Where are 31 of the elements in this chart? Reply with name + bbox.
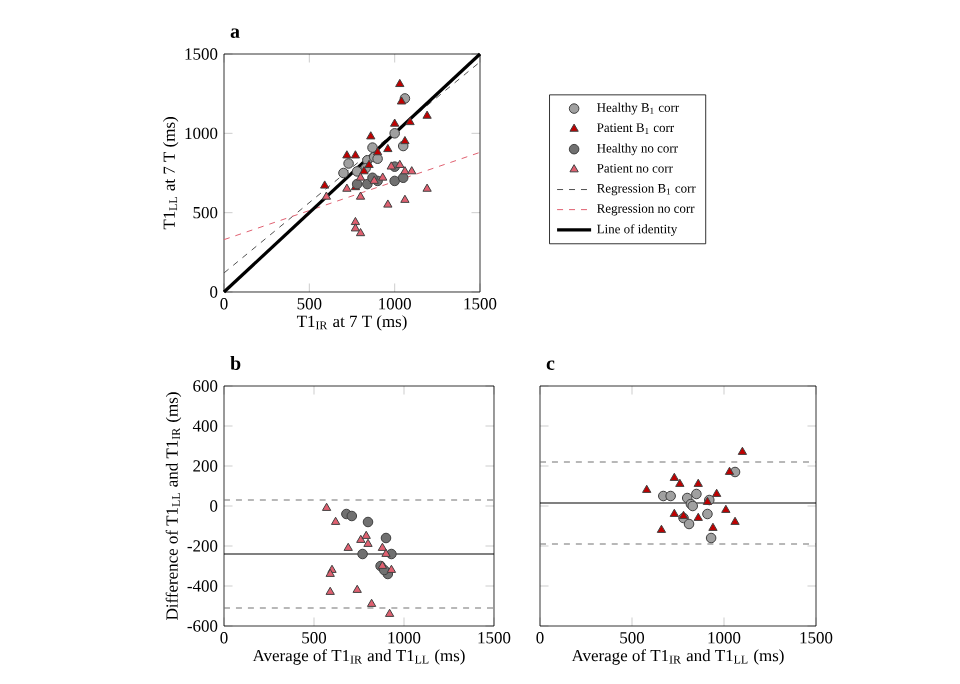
y-tick-label: 0 — [210, 500, 218, 512]
y-tick-label: -600 — [187, 620, 218, 632]
x-tick-label: 500 — [620, 632, 645, 644]
x-axis-title: Average of T1$_{IR}$ and T1$_{LL}$ (ms) — [252, 649, 465, 665]
chart-title: c — [546, 360, 555, 370]
y-tick-label: 1500 — [185, 48, 218, 60]
x-axis-title: Average of T1$_{IR}$ and T1$_{LL}$ (ms) — [571, 649, 784, 665]
x-tick-label: 1500 — [800, 632, 833, 644]
chart-title: a — [230, 28, 240, 38]
y-tick-label: 400 — [192, 420, 218, 432]
y-tick-label: 500 — [193, 206, 218, 219]
y-tick-label: -200 — [187, 540, 218, 552]
x-axis-title: T1$_{IR}$ at 7 T (ms) — [296, 315, 407, 331]
x-tick-label: 1000 — [388, 632, 421, 644]
y-tick-label: 1000 — [185, 127, 218, 140]
x-tick-label: 1500 — [478, 632, 511, 644]
x-tick-label: 0 — [220, 632, 228, 644]
x-tick-label: 1000 — [708, 632, 741, 644]
x-tick-label: 500 — [302, 632, 327, 644]
x-tick-label: 0 — [220, 298, 228, 310]
chart-title: b — [230, 355, 241, 370]
y-axis-title: T1$_{LL}$ at 7 T (ms) — [163, 117, 179, 230]
y-tick-label: 0 — [210, 286, 218, 298]
y-axis-title: Difference of T1$_{LL}$ and T1$_{IR}$ (ms) — [165, 392, 182, 620]
y-tick-label: 600 — [193, 380, 218, 392]
y-tick-label: 200 — [193, 460, 218, 472]
x-tick-label: 1000 — [379, 298, 411, 310]
y-tick-label: -400 — [187, 580, 218, 592]
x-tick-label: 500 — [297, 298, 322, 310]
x-tick-label: 0 — [536, 632, 544, 644]
x-tick-label: 1500 — [464, 298, 497, 310]
